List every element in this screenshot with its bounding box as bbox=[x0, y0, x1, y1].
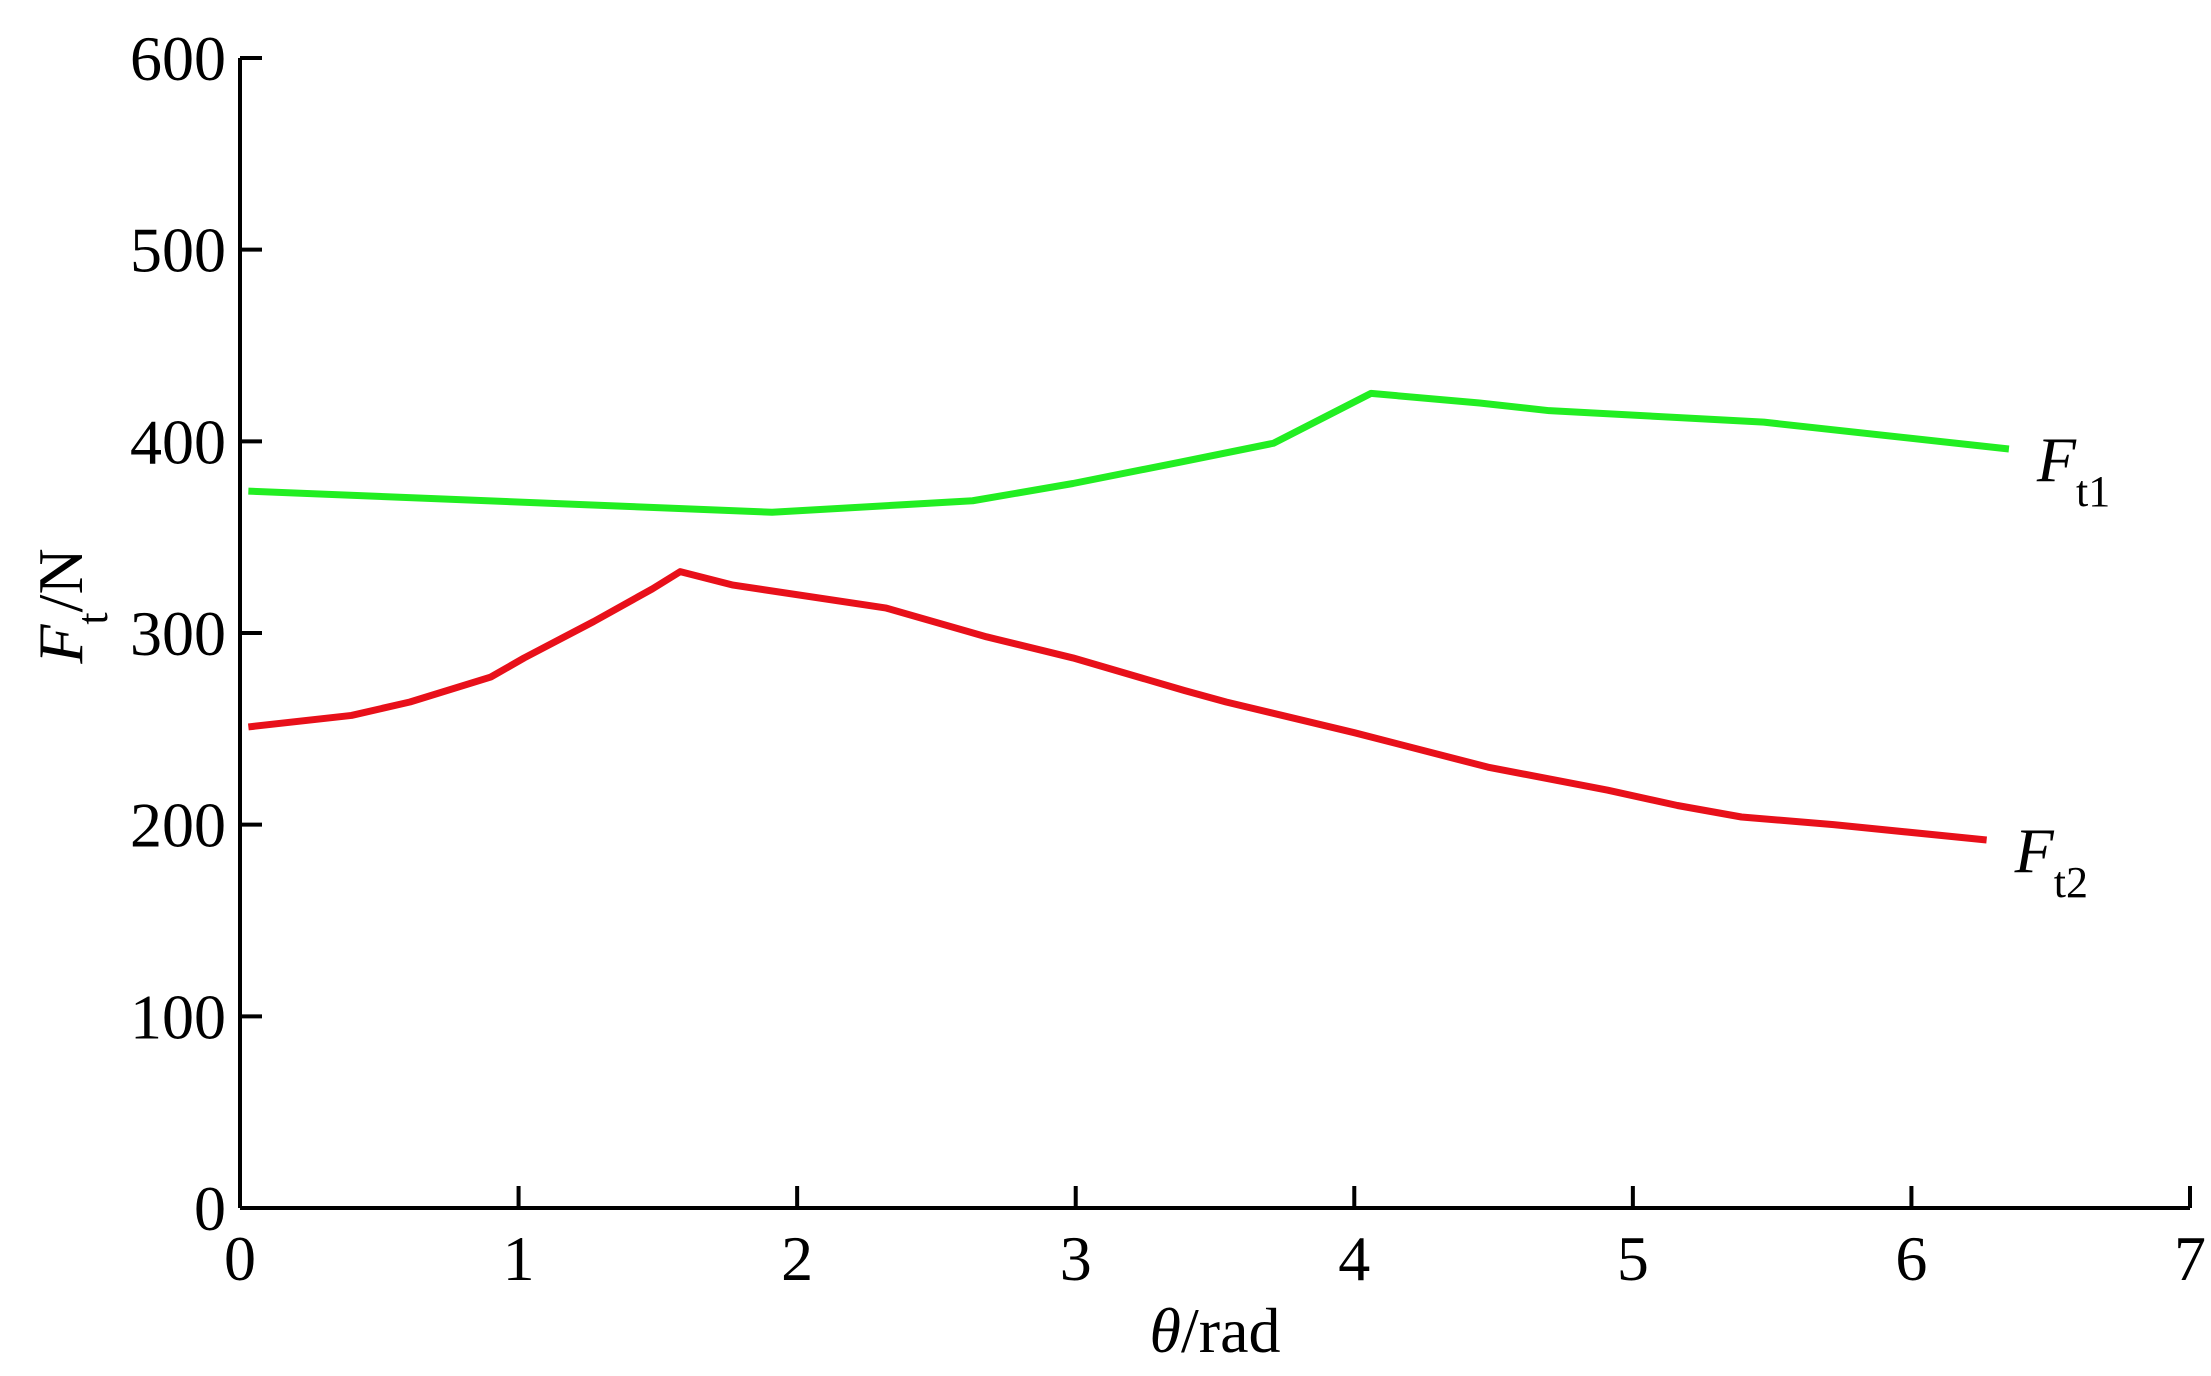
x-tick-label: 1 bbox=[503, 1223, 535, 1294]
x-label-symbol: θ bbox=[1150, 1295, 1181, 1366]
y-axis-label: Ft/N bbox=[25, 548, 117, 664]
series-line bbox=[248, 389, 2010, 516]
y-tick-label: 300 bbox=[130, 598, 226, 669]
series-label-sub: t2 bbox=[2054, 858, 2088, 907]
y-tick-label: 0 bbox=[194, 1173, 226, 1244]
y-label-symbol: F bbox=[25, 624, 96, 665]
series-label: Ft2 bbox=[2014, 815, 2088, 907]
x-tick-label: 7 bbox=[2174, 1223, 2206, 1294]
y-tick-label: 200 bbox=[130, 790, 226, 861]
series-label-symbol: F bbox=[2036, 424, 2077, 495]
x-tick-label: 4 bbox=[1338, 1223, 1370, 1294]
series-label-symbol: F bbox=[2014, 815, 2055, 886]
y-tick-label: 500 bbox=[130, 215, 226, 286]
x-tick-label: 0 bbox=[224, 1223, 256, 1294]
x-tick-label: 3 bbox=[1060, 1223, 1092, 1294]
x-axis-label: θ/rad bbox=[1150, 1295, 1281, 1366]
x-label-unit: /rad bbox=[1181, 1295, 1281, 1366]
y-label-unit: /N bbox=[25, 548, 96, 612]
y-tick-label: 400 bbox=[130, 406, 226, 477]
series-line bbox=[247, 568, 1987, 844]
x-tick-label: 6 bbox=[1895, 1223, 1927, 1294]
series-label-sub: t1 bbox=[2076, 467, 2110, 516]
series-label: Ft1 bbox=[2036, 424, 2110, 516]
x-tick-label: 2 bbox=[781, 1223, 813, 1294]
y-tick-label: 100 bbox=[130, 981, 226, 1052]
y-tick-label: 600 bbox=[130, 23, 226, 94]
x-tick-label: 5 bbox=[1617, 1223, 1649, 1294]
y-label-sub: t bbox=[68, 612, 117, 624]
